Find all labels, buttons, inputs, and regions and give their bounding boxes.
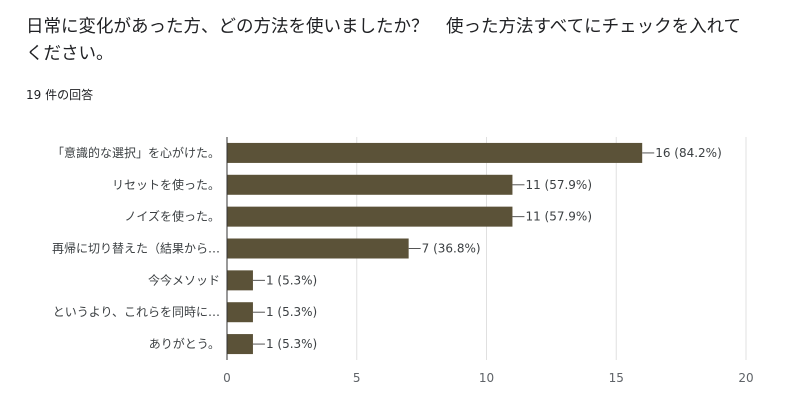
x-tick-label: 0 xyxy=(223,371,231,385)
bar xyxy=(227,334,253,355)
data-label: 1 (5.3%) xyxy=(266,337,317,351)
bar xyxy=(227,206,513,227)
category-label: リセットを使った。 xyxy=(112,177,220,192)
category-label: 再帰に切り替えた（結果から… xyxy=(52,242,220,256)
question-title: 日常に変化があった方、どの方法を使いましたか？ 使った方法すべてにチェックを入れ… xyxy=(26,17,742,64)
category-label: ありがとう。 xyxy=(149,336,220,351)
bar xyxy=(227,174,513,195)
data-label: 7 (36.8%) xyxy=(422,242,481,256)
bar xyxy=(227,142,643,163)
category-label: というより、これらを同時に… xyxy=(53,305,220,319)
category-label: ノイズを使った。 xyxy=(124,209,220,224)
bar xyxy=(227,270,253,291)
data-label: 11 (57.9%) xyxy=(525,210,592,224)
x-tick-label: 15 xyxy=(609,371,624,385)
data-label: 1 (5.3%) xyxy=(266,305,317,319)
category-label: 「意識的な選択」を心がけた。 xyxy=(52,145,220,160)
x-tick-label: 5 xyxy=(353,371,361,385)
x-tick-label: 20 xyxy=(738,371,753,385)
x-tick-label: 10 xyxy=(479,371,494,385)
category-label: 今今メソッド xyxy=(148,272,220,287)
bar xyxy=(227,238,409,259)
data-label: 1 (5.3%) xyxy=(266,273,317,287)
bar xyxy=(227,302,253,323)
response-count: 19 件の回答 xyxy=(26,88,94,102)
data-label: 16 (84.2%) xyxy=(655,146,722,160)
data-label: 11 (57.9%) xyxy=(525,178,592,192)
